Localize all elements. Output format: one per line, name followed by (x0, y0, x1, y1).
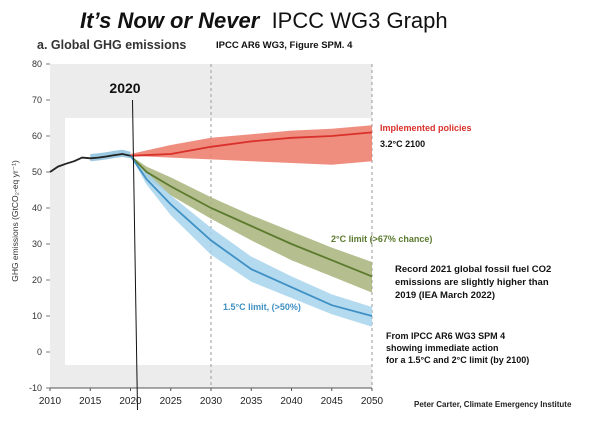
y-tick-label: 0 (37, 347, 42, 357)
y-tick-label: 70 (32, 95, 42, 105)
x-tick-label: 2035 (240, 396, 263, 407)
source-note: From IPCC AR6 WG3 SPM 4 showing immediat… (386, 330, 529, 366)
y-tick-label: 80 (32, 59, 42, 69)
historical-line (49, 153, 131, 173)
y-tick-label: 30 (32, 239, 42, 249)
marker-2020-line (132, 99, 138, 411)
chart-title: It’s Now or Never IPCC WG3 Graph (80, 8, 448, 34)
x-tick-label: 2015 (79, 396, 102, 407)
x-tick-label: 2025 (160, 396, 183, 407)
record-note: Record 2021 global fossil fuel CO2 emiss… (395, 263, 551, 302)
series-line (129, 155, 373, 317)
implemented-value: 3.2°C 2100 (380, 139, 426, 149)
y-tick-label: 60 (32, 131, 42, 141)
series-band (130, 125, 372, 165)
x-tick-label: 2040 (280, 396, 303, 407)
two-degree-label: 2°C limit (>67% chance) (331, 234, 433, 244)
implemented-label: Implemented policies (380, 123, 472, 133)
x-tick-label: 2010 (39, 396, 62, 407)
x-tick-label: 2030 (200, 396, 223, 407)
marker-2020-label: 2020 (109, 80, 140, 96)
x-tick-label: 2050 (361, 396, 384, 407)
chart-title-emphasis: It’s Now or Never (80, 8, 260, 33)
source-note-line: From IPCC AR6 WG3 SPM 4 (386, 331, 506, 341)
y-tick-label: 10 (32, 311, 42, 321)
source-note-line: showing immediate action (386, 343, 499, 353)
y-axis-title: GHG emissions (GtCO₂-eq yr⁻¹) (10, 160, 20, 282)
source-title: IPCC AR6 WG3, Figure SPM. 4 (216, 40, 353, 51)
panel-title: a. Global GHG emissions (37, 38, 187, 52)
series-line (130, 131, 373, 157)
x-tick-label: 2045 (321, 396, 344, 407)
record-note-line: 2019 (IEA March 2022) (395, 290, 495, 301)
credit-text: Peter Carter, Climate Emergency Institut… (414, 400, 572, 409)
chart-title-rest: IPCC WG3 Graph (271, 8, 448, 33)
series-line (129, 155, 373, 278)
y-tick-label: 50 (32, 167, 42, 177)
series-band (130, 155, 372, 293)
record-note-line: Record 2021 global fossil fuel CO2 (395, 264, 552, 275)
one-five-label: 1.5°C limit, (>50%) (223, 302, 301, 312)
y-tick-label: 40 (32, 203, 42, 213)
y-tick-label: -10 (29, 383, 42, 393)
source-note-line: for a 1.5°C and 2°C limit (by 2100) (386, 355, 530, 365)
x-tick-label: 2020 (119, 396, 142, 407)
record-note-line: emissions are slightly higher than (395, 277, 549, 288)
y-tick-label: 20 (32, 275, 42, 285)
